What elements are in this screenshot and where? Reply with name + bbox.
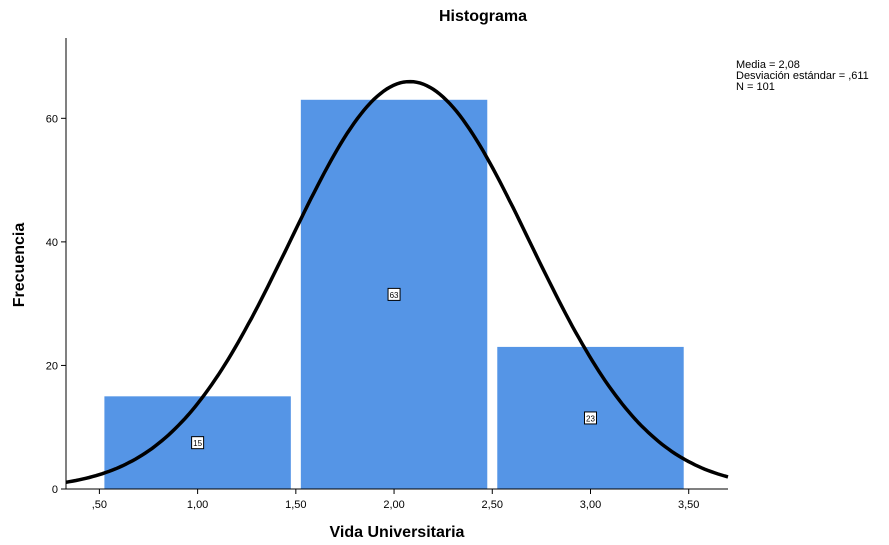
bars-layer: 15 63 23 (104, 99, 684, 489)
y-tick-label: 40 (46, 237, 58, 249)
x-tick-label: 2,00 (383, 499, 404, 511)
y-tick-label: 0 (52, 484, 58, 496)
x-tick-label: ,50 (92, 499, 107, 511)
y-axis-label: Frecuencia (11, 222, 28, 308)
x-axis-label: Vida Universitaria (329, 524, 465, 541)
curve-layer (65, 79, 729, 485)
stats-box: Media = 2,08 Desviación estándar = ,611 … (736, 60, 869, 93)
stats-n: N = 101 (736, 81, 775, 93)
x-tick-label: 1,50 (285, 499, 306, 511)
x-tick-label: 2,50 (482, 499, 503, 511)
x-tick-label: 3,50 (678, 499, 699, 511)
bar-label-box (191, 436, 205, 450)
bar-label-box (583, 411, 597, 425)
x-tick-label: 3,00 (580, 499, 601, 511)
bar-label-box (387, 287, 401, 301)
bar-data-label: 63 (390, 291, 399, 300)
bar-data-label: 23 (586, 414, 595, 423)
axes-layer: 0 20 40 60 ,50 1,00 1,50 2,00 2,50 3,00 3,50 (46, 38, 728, 511)
chart-title: Histograma (438, 8, 528, 25)
y-tick-label: 60 (46, 113, 58, 125)
normal-curve (65, 79, 729, 485)
y-tick-label: 20 (46, 360, 58, 372)
stats-sd: Desviación estándar = ,611 (736, 70, 869, 82)
stats-mean: Media = 2,08 (736, 59, 800, 71)
x-tick-label: 1,00 (187, 499, 208, 511)
bar-data-label: 15 (193, 439, 202, 448)
